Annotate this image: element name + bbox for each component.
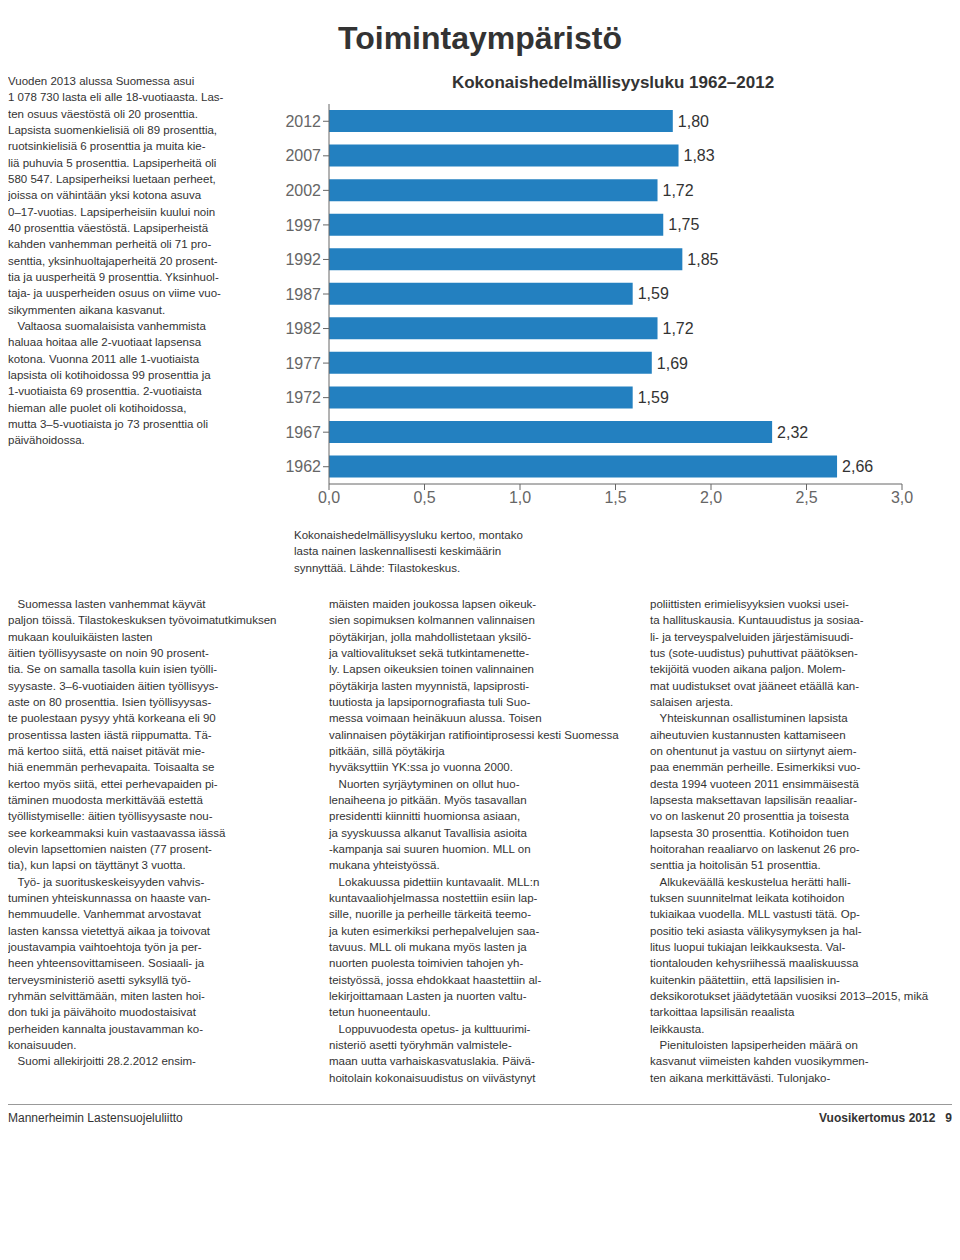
svg-text:3,0: 3,0 [891,489,913,506]
svg-text:0,0: 0,0 [318,489,340,506]
svg-text:1982: 1982 [285,320,321,337]
svg-text:1962: 1962 [285,458,321,475]
svg-text:1987: 1987 [285,286,321,303]
svg-text:1,72: 1,72 [663,320,694,337]
svg-text:2,66: 2,66 [842,458,873,475]
svg-text:1,85: 1,85 [687,251,718,268]
svg-text:2002: 2002 [285,182,321,199]
html-text:Mannerheimin Lastensuojeluliit: Mannerheimin Lastensuojeluliitto [8,1110,183,1125]
svg-text:2012: 2012 [285,113,321,130]
html-text:Suomessa lasten vanhemmat käyv: Suomessa lasten vanhemmat käyvät paljon … [8,598,280,1068]
svg-text:1,72: 1,72 [663,182,694,199]
html-text:Toimintaympäristö: Toimintaympäristö [338,20,622,56]
svg-text:1997: 1997 [285,217,321,234]
svg-text:1,69: 1,69 [657,355,688,372]
svg-text:1972: 1972 [285,389,321,406]
svg-text:1977: 1977 [285,355,321,372]
html-text:poliittisten erimielisyyksien: poliittisten erimielisyyksien vuoksi use… [650,598,932,1084]
svg-text:2,0: 2,0 [700,489,722,506]
svg-text:2007: 2007 [285,147,321,164]
svg-text:1,5: 1,5 [604,489,626,506]
html-text:Kokonaishedelmällisyysluku ker: Kokonaishedelmällisyysluku kertoo, monta… [294,529,523,574]
svg-text:1,80: 1,80 [678,113,709,130]
html-text:mäisten maiden joukossa lapsen: mäisten maiden joukossa lapsen oikeuk- s… [329,598,622,1084]
svg-text:1,75: 1,75 [668,216,699,233]
html-text:Vuosikertomus 2012 9: Vuosikertomus 2012 9 [819,1110,952,1125]
svg-text:2,32: 2,32 [777,424,808,441]
svg-text:1,0: 1,0 [509,489,531,506]
html-text:Vuoden 2013 alussa Suomessa as: Vuoden 2013 alussa Suomessa asui 1 078 7… [8,75,224,447]
svg-text:1967: 1967 [285,424,321,441]
svg-text:1,83: 1,83 [684,147,715,164]
svg-text:2,5: 2,5 [795,489,817,506]
html-text:Kokonaishedelmällisyysluku 196: Kokonaishedelmällisyysluku 1962–2012 [451,73,775,92]
svg-text:1,59: 1,59 [638,285,669,302]
svg-text:1992: 1992 [285,251,321,268]
svg-text:1,59: 1,59 [638,389,669,406]
svg-text:0,5: 0,5 [413,489,435,506]
